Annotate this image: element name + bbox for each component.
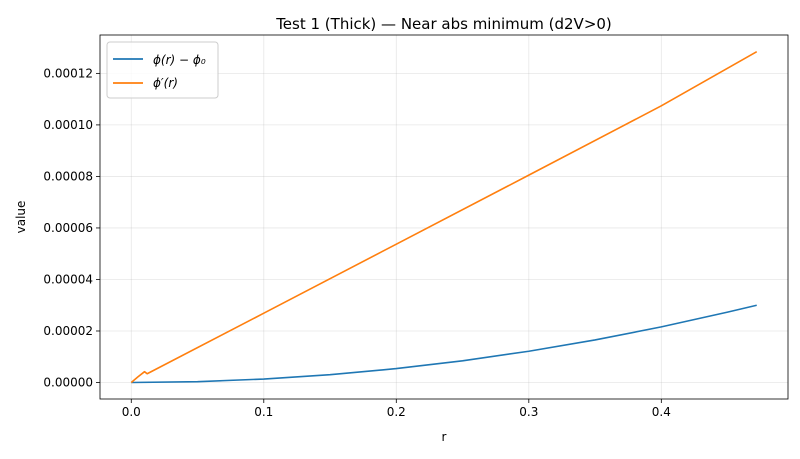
y-tick-label: 0.00004 <box>43 272 93 286</box>
legend-label-phi-minus-phi0: ϕ(r) − ϕ₀ <box>153 53 206 67</box>
x-tick-label: 0.1 <box>254 405 273 419</box>
x-tick-label: 0.0 <box>122 405 141 419</box>
legend-box <box>106 41 219 99</box>
x-axis-label: r <box>442 430 447 444</box>
y-tick-label: 0.00012 <box>43 66 93 80</box>
y-tick-label: 0.00006 <box>43 221 93 235</box>
series-line-phi-minus-phi0 <box>131 304 757 384</box>
plot-frame <box>99 34 789 400</box>
axis-ticks: 0.0 0.1 0.2 0.3 0.4 0.00000 0.00002 0.00004 0.00… <box>43 66 670 419</box>
series-layer <box>130 51 758 384</box>
y-axis-label: value <box>14 201 28 234</box>
x-tick-label: 0.2 <box>387 405 406 419</box>
y-tick-label: 0.00010 <box>43 118 93 132</box>
x-tick-label: 0.4 <box>652 405 671 419</box>
chart-title: Test 1 (Thick) — Near abs minimum (d2V>0… <box>275 15 612 33</box>
x-tick-label: 0.3 <box>519 405 538 419</box>
legend-label-phi-prime: ϕ′(r) <box>153 76 178 90</box>
grid <box>100 35 788 399</box>
y-tick-label: 0.00008 <box>43 169 93 183</box>
series-line-phi-prime <box>130 51 758 384</box>
y-tick-label: 0.00000 <box>43 376 93 390</box>
y-tick-label: 0.00002 <box>43 324 93 338</box>
legend: ϕ(r) − ϕ₀ ϕ′(r) <box>106 41 219 99</box>
